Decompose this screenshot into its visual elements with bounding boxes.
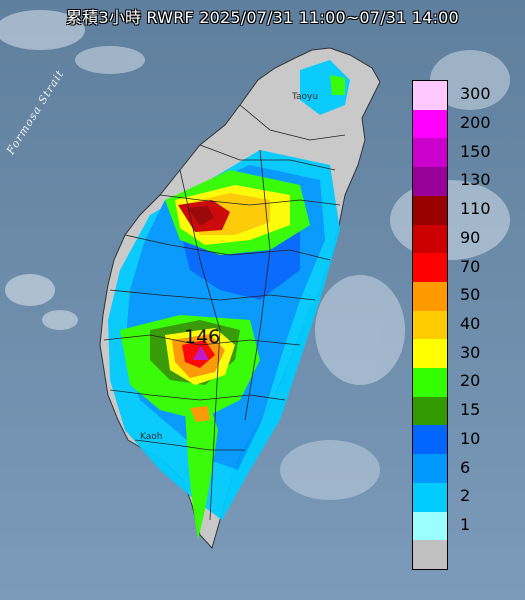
rain-orange-south <box>190 406 210 422</box>
legend-swatch <box>413 482 447 512</box>
legend-swatch <box>413 425 447 455</box>
legend-swatch <box>413 138 447 168</box>
legend-labels: 300 200 150 130 110 90 70 50 40 30 20 15 10 6 2 1 <box>460 80 510 570</box>
cloud <box>280 440 380 500</box>
legend-label: 200 <box>460 113 491 133</box>
cloud <box>75 46 145 74</box>
legend-swatch <box>413 281 447 311</box>
rain-yellow-northtip <box>330 75 345 95</box>
legend-label: 70 <box>460 256 481 276</box>
legend-swatch <box>413 339 447 369</box>
legend-swatch <box>413 109 447 139</box>
legend-label: 90 <box>460 227 481 247</box>
cloud-cover <box>0 10 510 500</box>
legend-label: 15 <box>460 400 481 420</box>
rain-green-northtip <box>300 60 350 115</box>
legend-swatch <box>413 511 447 541</box>
legend-label: 300 <box>460 84 491 104</box>
city-label-north: Taoyu <box>292 92 319 102</box>
city-label-south: Kaoh <box>140 432 163 442</box>
legend-swatch <box>413 396 447 426</box>
legend-swatch <box>413 310 447 340</box>
rain-darkred-north <box>188 206 214 226</box>
legend-swatch <box>413 540 447 569</box>
legend-swatch <box>413 224 447 254</box>
legend-swatch <box>413 167 447 196</box>
legend-swatch <box>413 195 447 225</box>
legend-label: 2 <box>460 486 471 506</box>
legend-swatch <box>413 368 447 397</box>
legend-swatch <box>413 81 447 110</box>
legend-label: 6 <box>460 457 471 477</box>
legend-label: 20 <box>460 371 481 391</box>
legend-label: 10 <box>460 428 481 448</box>
legend-label: 30 <box>460 342 481 362</box>
cloud <box>42 310 78 330</box>
peak-triangle-icon <box>193 346 209 360</box>
rain-green-south <box>185 405 218 540</box>
cloud <box>0 10 85 50</box>
legend-swatch <box>413 253 447 282</box>
county-boundaries <box>103 104 346 521</box>
legend-swatch <box>413 454 447 483</box>
color-legend <box>412 80 448 570</box>
cloud <box>430 50 510 110</box>
legend-label: 130 <box>460 170 491 190</box>
legend-label: 110 <box>460 199 491 219</box>
legend-label: 1 <box>460 514 471 534</box>
legend-label: 150 <box>460 141 491 161</box>
map-title: 累積3小時 RWRF 2025/07/31 11:00~07/31 14:00 <box>66 8 459 27</box>
peak-value: 146 <box>184 326 221 348</box>
legend-label: 50 <box>460 285 481 305</box>
legend-label: 40 <box>460 314 481 333</box>
cloud <box>315 275 405 385</box>
cloud <box>5 274 55 306</box>
